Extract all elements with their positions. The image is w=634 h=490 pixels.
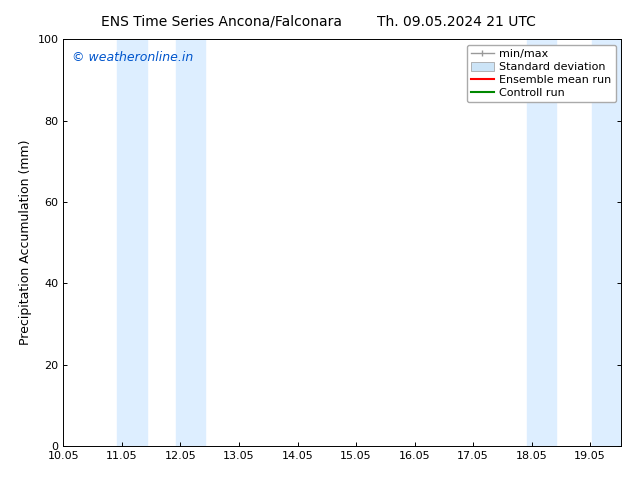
Bar — [117, 39, 146, 446]
Text: ENS Time Series Ancona/Falconara: ENS Time Series Ancona/Falconara — [101, 15, 342, 29]
Text: Th. 09.05.2024 21 UTC: Th. 09.05.2024 21 UTC — [377, 15, 536, 29]
Bar — [176, 39, 205, 446]
Bar — [592, 39, 621, 446]
Legend: min/max, Standard deviation, Ensemble mean run, Controll run: min/max, Standard deviation, Ensemble me… — [467, 45, 616, 102]
Bar — [527, 39, 556, 446]
Y-axis label: Precipitation Accumulation (mm): Precipitation Accumulation (mm) — [19, 140, 32, 345]
Text: © weatheronline.in: © weatheronline.in — [72, 51, 193, 64]
